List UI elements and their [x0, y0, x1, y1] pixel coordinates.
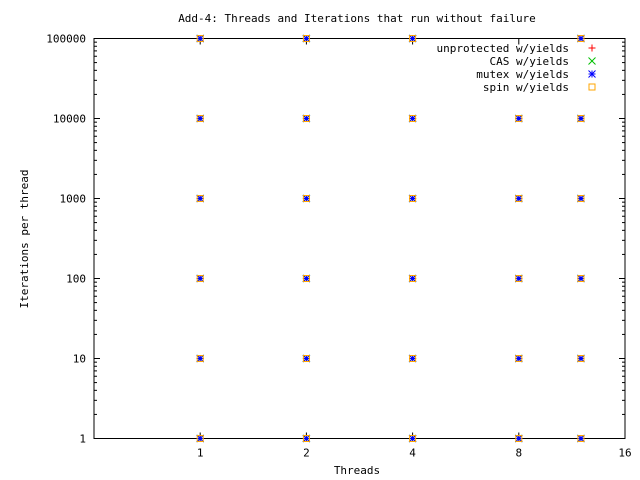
- data-point: [408, 194, 417, 203]
- data-point: [515, 115, 523, 122]
- data-point: [302, 114, 311, 123]
- data-point: [408, 34, 417, 43]
- y-tick-label: 1: [79, 433, 86, 446]
- data-point: [577, 354, 585, 363]
- data-point: [577, 195, 585, 202]
- data-point: [196, 355, 204, 362]
- legend-label: mutex w/yields: [476, 68, 569, 81]
- x-tick-label: 1: [197, 447, 204, 460]
- data-point: [196, 434, 205, 443]
- data-point: [196, 274, 205, 283]
- data-point: [196, 354, 205, 363]
- chart-title: Add-4: Threads and Iterations that run w…: [178, 12, 536, 25]
- data-point: [302, 274, 311, 283]
- data-point: [409, 195, 417, 202]
- data-point: [302, 275, 310, 282]
- y-axis-ticks: 1 10 100 1000 10000 100000: [46, 33, 625, 446]
- legend-marker: [588, 57, 596, 65]
- y-tick-label: 10000: [53, 113, 86, 126]
- data-points: [196, 34, 585, 443]
- data-point: [408, 434, 417, 443]
- data-point: [196, 195, 204, 202]
- data-point: [514, 434, 523, 443]
- data-point: [409, 115, 417, 122]
- data-point: [577, 435, 585, 442]
- data-point: [408, 354, 417, 363]
- data-point: [302, 355, 310, 362]
- plot-frame: [93, 38, 626, 439]
- data-point: [302, 35, 310, 42]
- data-point: [577, 35, 585, 42]
- data-point: [196, 114, 205, 123]
- series-star: [196, 34, 585, 443]
- data-point: [302, 435, 310, 442]
- data-point: [196, 34, 205, 43]
- data-point: [577, 194, 585, 203]
- data-point: [409, 275, 417, 282]
- y-tick-label: 10: [73, 353, 86, 366]
- data-point: [408, 114, 417, 123]
- data-point: [408, 274, 417, 283]
- x-tick-label: 2: [303, 447, 310, 460]
- data-point: [302, 194, 311, 203]
- data-point: [577, 275, 585, 282]
- data-point: [577, 114, 585, 123]
- y-axis-label: Iterations per thread: [18, 169, 31, 308]
- data-point: [196, 115, 204, 122]
- x-tick-label: 16: [618, 447, 631, 460]
- data-point: [196, 435, 204, 442]
- data-point: [514, 194, 523, 203]
- data-point: [302, 34, 311, 43]
- x-axis-label: Threads: [334, 464, 380, 477]
- data-point: [196, 194, 205, 203]
- data-point: [302, 434, 311, 443]
- data-point: [515, 355, 523, 362]
- data-point: [409, 435, 417, 442]
- y-tick-label: 100000: [46, 33, 86, 46]
- legend-marker: [588, 44, 596, 52]
- x-tick-label: 4: [409, 447, 416, 460]
- data-point: [577, 355, 585, 362]
- legend-marker: [588, 83, 596, 91]
- data-point: [409, 355, 417, 362]
- data-point: [196, 275, 204, 282]
- data-point: [577, 434, 585, 443]
- data-point: [514, 114, 523, 123]
- data-point: [515, 275, 523, 282]
- data-point: [577, 34, 585, 43]
- data-point: [409, 35, 417, 42]
- y-tick-label: 1000: [60, 193, 87, 206]
- legend-label: CAS w/yields: [490, 55, 569, 68]
- series-square: [196, 35, 585, 442]
- x-axis-ticks: 1 2 4 8 16: [197, 38, 632, 460]
- data-point: [515, 435, 523, 442]
- data-point: [302, 354, 311, 363]
- data-point: [302, 195, 310, 202]
- data-point: [302, 115, 310, 122]
- data-point: [577, 274, 585, 283]
- legend-label: unprotected w/yields: [437, 42, 569, 55]
- data-point: [196, 35, 204, 42]
- data-point: [514, 274, 523, 283]
- x-tick-label: 8: [515, 447, 522, 460]
- data-point: [577, 115, 585, 122]
- data-point: [514, 354, 523, 363]
- legend-marker: [588, 70, 596, 78]
- legend-label: spin w/yields: [483, 81, 569, 94]
- data-point: [515, 195, 523, 202]
- y-tick-label: 100: [66, 273, 86, 286]
